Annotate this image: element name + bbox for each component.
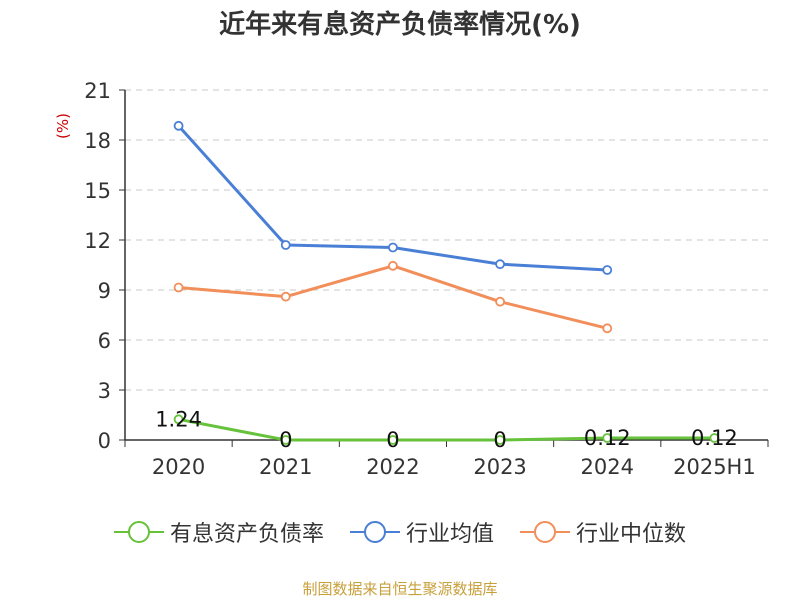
tick-labels: 0 3 6 9 12 15 18 21 2020 2021 2022 2023 2024 2025H1: [84, 79, 755, 479]
series-point-2: [173, 282, 184, 293]
y-tick-label: 12: [84, 229, 111, 253]
series-point-2: [495, 296, 505, 307]
series-point-2: [388, 260, 398, 271]
legend-label-series-2: 行业中位数: [576, 522, 687, 547]
x-tick-label: 2025H1: [673, 455, 756, 479]
series-point-1: [602, 265, 613, 275]
y-axis-label: (%): [54, 113, 72, 139]
series-point-0: [709, 433, 720, 443]
y-tick-label: 0: [98, 429, 111, 453]
legend-label-series-0: 有息资产负债率: [169, 522, 324, 547]
data-label: 0: [279, 428, 292, 452]
series-point-0: [173, 414, 184, 425]
x-tick-label: 2023: [473, 455, 526, 479]
legend: 有息资产负债率 行业均值 行业中位数: [0, 516, 800, 548]
legend-marker-series-0: [113, 520, 164, 544]
x-tick-label: 2022: [366, 455, 419, 479]
data-label: 0: [386, 428, 399, 452]
y-tick-label: 18: [84, 129, 111, 153]
series-line-0: [178, 417, 715, 442]
axes: [119, 89, 769, 447]
legend-item-series-2[interactable]: 行业中位数: [520, 516, 686, 548]
x-tick-label: 2024: [581, 455, 634, 479]
series-point-1: [173, 120, 184, 131]
legend-marker-series-1: [349, 520, 400, 544]
data-label: 0.12: [691, 426, 738, 450]
data-label: 0.12: [584, 426, 631, 450]
grid-lines: [125, 89, 768, 391]
series-point-0: [602, 433, 613, 443]
x-tick-label: 2020: [152, 455, 205, 479]
data-source-note: 制图数据来自恒生聚源数据库: [302, 580, 498, 598]
y-tick-label: 6: [98, 329, 111, 353]
series-point-0: [388, 435, 398, 445]
series-point-1: [495, 259, 505, 270]
legend-marker-series-2: [520, 520, 570, 544]
y-tick-label: 21: [84, 79, 111, 103]
series-point-1: [388, 242, 398, 253]
y-tick-label: 3: [98, 379, 111, 403]
x-tick-label: 2021: [259, 455, 312, 479]
legend-item-series-1[interactable]: 行业均值: [349, 516, 494, 548]
legend-item-series-0[interactable]: 有息资产负债率: [113, 516, 324, 548]
y-tick-label: 15: [84, 179, 111, 203]
series-group: [173, 120, 720, 445]
series-point-2: [280, 291, 291, 302]
series-point-2: [602, 323, 613, 334]
series-point-0: [280, 435, 291, 445]
series-point-0: [495, 435, 505, 445]
data-label: 0: [493, 428, 506, 452]
series-point-1: [280, 240, 291, 250]
series-line-2: [178, 264, 608, 330]
legend-label-series-1: 行业均值: [405, 522, 494, 547]
y-tick-label: 9: [98, 279, 111, 303]
data-label: 1.24: [155, 407, 202, 431]
chart-title: 近年来有息资产负债率情况(%): [219, 10, 581, 40]
data-labels: 1.24 0 0 0 0.12 0.12: [155, 407, 738, 452]
